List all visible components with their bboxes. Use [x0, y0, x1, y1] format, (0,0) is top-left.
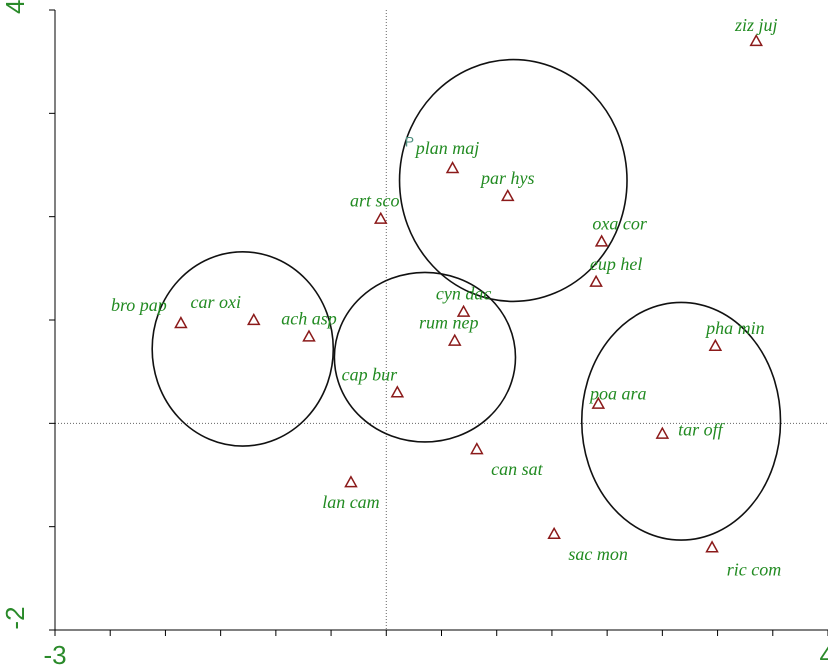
label-lan-cam: lan cam [322, 492, 380, 512]
stray-mark-p: P [405, 133, 414, 149]
group-ellipses [151, 58, 782, 541]
marker-sac-mon [547, 526, 561, 540]
label-ric-com: ric com [727, 559, 781, 579]
marker-plan-maj [445, 161, 460, 174]
label-plan-maj: plan maj [414, 138, 480, 158]
marker-ric-com [705, 540, 719, 553]
label-art-sco: art sco [350, 191, 400, 211]
group-ellipse-3 [333, 271, 517, 443]
marker-lan-cam [344, 475, 358, 488]
marker-cyn-dac [456, 304, 471, 317]
plot-axes [49, 9, 828, 636]
label-tar-off: tar off [678, 420, 726, 440]
label-can-sat: can sat [491, 459, 543, 479]
marker-bro-pap [174, 316, 188, 329]
marker-eup-hel [589, 274, 603, 287]
y-tick-label-4: 4 [0, 0, 30, 14]
x-tick-label-4: 4 [820, 640, 828, 666]
marker-can-sat [470, 442, 484, 455]
marker-poa-ara [591, 396, 606, 409]
y-tick-label--2: -2 [0, 606, 30, 629]
marker-car-oxi [246, 312, 261, 326]
point-markers [174, 33, 763, 553]
label-rum-nep: rum nep [419, 313, 479, 333]
label-car-oxi: car oxi [191, 292, 241, 312]
label-poa-ara: poa ara [588, 384, 647, 404]
label-sac-mon: sac mon [568, 544, 628, 564]
reference-lines [55, 10, 828, 630]
marker-pha-min [708, 338, 723, 351]
label-ach-asp: ach asp [281, 309, 337, 329]
label-cyn-dac: cyn dac [436, 284, 491, 304]
marker-ziz-juj [749, 33, 763, 47]
marker-par-hys [500, 188, 515, 202]
label-par-hys: par hys [479, 168, 535, 188]
marker-rum-nep [447, 333, 462, 346]
marker-tar-off [655, 426, 670, 439]
marker-cap-bur [390, 385, 405, 398]
marker-ach-asp [302, 329, 316, 342]
group-ellipse-1 [398, 58, 628, 303]
label-bro-pap: bro pap [111, 295, 167, 315]
label-ziz-juj: ziz juj [734, 15, 778, 35]
marker-art-sco [373, 211, 388, 224]
x-tick-label--3: -3 [43, 640, 66, 666]
group-ellipse-2 [151, 250, 335, 447]
label-cap-bur: cap bur [342, 364, 398, 384]
label-oxa-cor: oxa cor [592, 213, 647, 233]
marker-oxa-cor [594, 234, 609, 247]
point-labels: ziz juj plan maj par hys art sco oxa cor eup … [111, 15, 781, 579]
label-pha-min: pha min [704, 318, 765, 338]
group-ellipse-4 [580, 301, 782, 541]
label-eup-hel: eup hel [590, 254, 642, 274]
